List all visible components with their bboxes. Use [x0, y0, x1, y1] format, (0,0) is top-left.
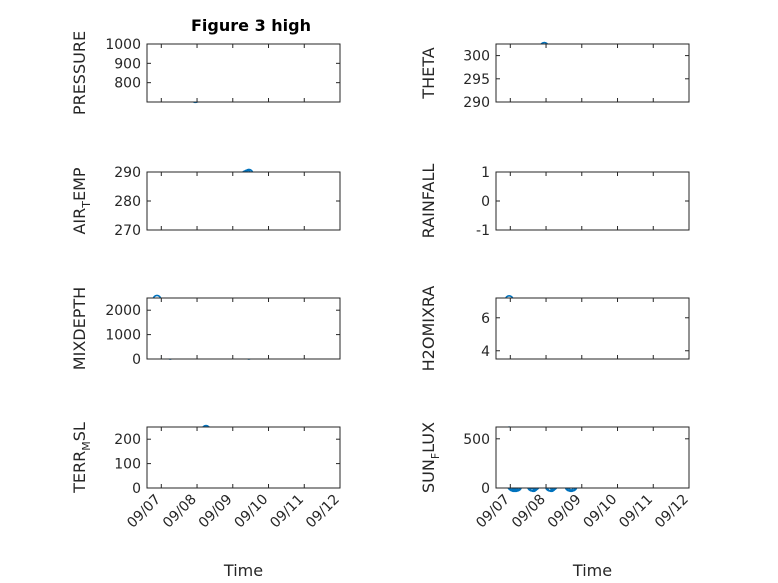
y-tick-label: 200 — [114, 432, 141, 448]
subplot-1: 800 900 1000 PRESSURE — [70, 31, 341, 115]
x-tick-label: 09/12 — [652, 492, 692, 532]
x-tick-label: 09/07 — [124, 492, 164, 532]
x-tick-label: 09/09 — [196, 492, 236, 532]
axes-box — [146, 297, 341, 360]
y-axis-label: PRESSURE — [70, 31, 89, 115]
x-tick-label: 09/11 — [267, 492, 307, 532]
y-tick-label: -1 — [476, 223, 490, 239]
x-tick-label: 09/12 — [303, 492, 343, 532]
axes-box — [146, 426, 341, 489]
x-tick-label: 09/08 — [509, 492, 549, 532]
x-tick-label: 09/07 — [473, 492, 513, 532]
x-axis-label: Time — [223, 561, 263, 580]
figure-title: Figure 3 high — [191, 16, 311, 35]
axes-box — [146, 43, 341, 103]
x-tick-label: 09/09 — [545, 492, 585, 532]
y-axis-label: RAINFALL — [419, 164, 438, 239]
y-axis-label: SUNFLUX — [419, 422, 442, 493]
y-axis-label: THETA — [419, 47, 438, 99]
x-tick-label: 09/08 — [160, 492, 200, 532]
subplot-3: 270 280 290 AIRTEMP — [70, 165, 341, 239]
y-tick-label: 0 — [132, 481, 141, 497]
y-tick-label: 295 — [463, 72, 490, 88]
x-axis-label: Time — [572, 561, 612, 580]
x-tick-label: 09/11 — [616, 492, 656, 532]
subplot-2: 290 295 300 THETA — [419, 41, 690, 111]
y-tick-label: 0 — [132, 352, 141, 368]
subplot-4: -1 0 1 RAINFALL — [419, 164, 690, 239]
y-tick-label: 0 — [481, 481, 490, 497]
axes-box — [495, 297, 690, 360]
y-axis-label: AIRTEMP — [70, 167, 93, 234]
y-tick-label: 2000 — [105, 303, 141, 319]
y-tick-label: 900 — [114, 56, 141, 72]
y-tick-label: 100 — [114, 457, 141, 473]
axes-box — [495, 426, 690, 489]
subplot-6: 4 6 H2OMIXRA — [419, 286, 690, 372]
x-tick-label: 09/10 — [580, 492, 620, 532]
x-tick-label: 09/10 — [231, 492, 271, 532]
y-tick-label: 1000 — [105, 37, 141, 53]
y-tick-label: 0 — [481, 194, 490, 210]
y-tick-label: 4 — [481, 344, 490, 360]
y-axis-label: MIXDEPTH — [70, 287, 89, 370]
y-tick-label: 290 — [114, 165, 141, 181]
y-tick-label: 1 — [481, 165, 490, 181]
axes-box — [495, 43, 690, 103]
y-tick-label: 270 — [114, 223, 141, 239]
axes-box — [495, 171, 690, 231]
y-axis-label: H2OMIXRA — [419, 286, 438, 372]
y-tick-label: 300 — [463, 49, 490, 65]
y-axis-label: TERRMSL — [70, 422, 93, 494]
y-tick-label: 1000 — [105, 328, 141, 344]
y-tick-label: 280 — [114, 194, 141, 210]
y-tick-label: 6 — [481, 311, 490, 327]
axes-box — [146, 171, 341, 231]
y-tick-label: 800 — [114, 76, 141, 92]
y-tick-label: 500 — [463, 432, 490, 448]
y-tick-label: 290 — [463, 95, 490, 111]
subplot-5: 0 1000 2000 MIXDEPTH — [70, 287, 341, 370]
